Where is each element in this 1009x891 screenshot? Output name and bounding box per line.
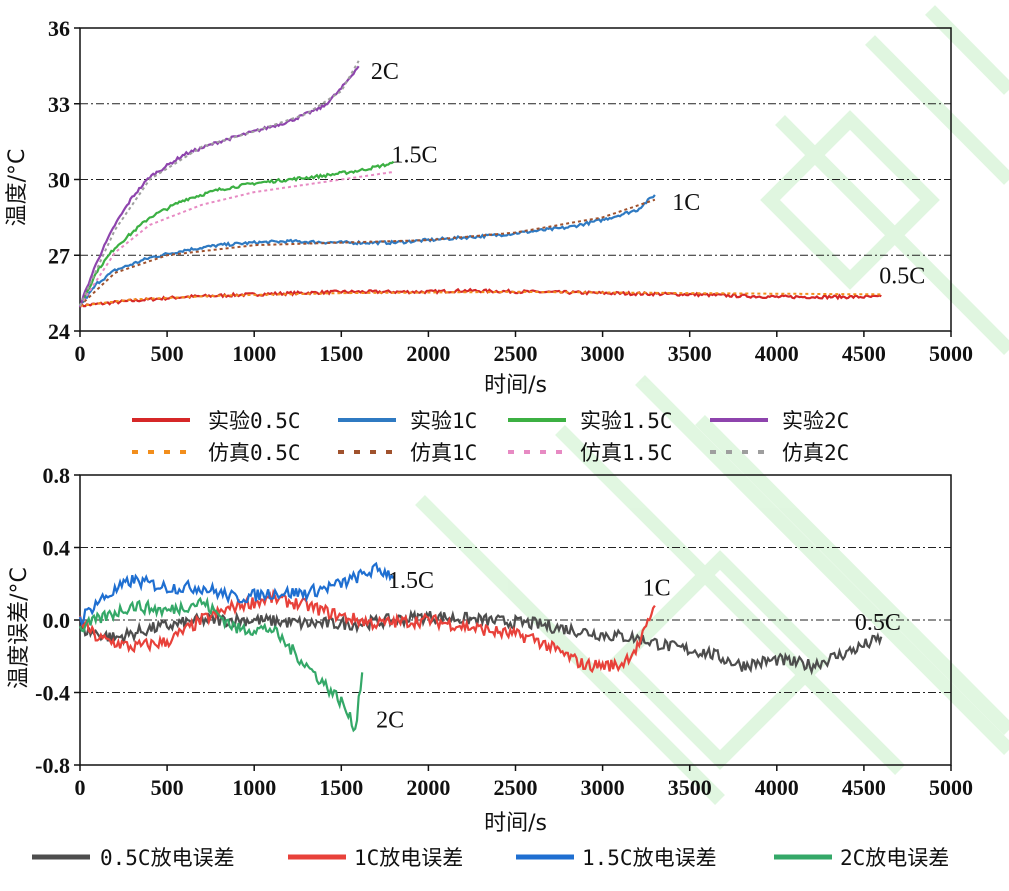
series-annotation: 0.5C (855, 610, 901, 636)
series-annotation: 1.5C (388, 568, 434, 594)
y-tick-label: 24 (48, 319, 70, 344)
series-line-2 (78, 561, 395, 627)
x-tick-label: 4000 (755, 341, 799, 366)
legend-label: 仿真1C (410, 441, 477, 465)
series-line-2 (79, 160, 395, 306)
y-tick-label: -0.8 (35, 753, 70, 778)
x-tick-label: 5000 (929, 341, 973, 366)
temperature-legend: 实验0.5C 实验1C 实验1.5C 实验2C 仿真0.5C 仿真1C 仿真1.5C 仿真2C (132, 409, 849, 465)
x-tick-label: 500 (151, 341, 184, 366)
x-tick-label: 500 (151, 775, 184, 800)
series-line-0 (79, 287, 882, 308)
x-tick-label: 2000 (406, 775, 450, 800)
y-tick-label: 0.4 (43, 536, 71, 561)
legend-label: 实验1.5C (580, 409, 673, 433)
y-tick-label: 33 (48, 92, 70, 117)
x-axis-label: 时间/s (484, 811, 547, 836)
x-tick-label: 2500 (494, 341, 538, 366)
x-tick-label: 3000 (581, 341, 625, 366)
error-legend: 0.5C放电误差 1C放电误差 1.5C放电误差 2C放电误差 (32, 846, 949, 870)
x-tick-label: 1500 (319, 775, 363, 800)
x-axis-label: 时间/s (484, 373, 547, 398)
x-tick-label: 4000 (755, 775, 799, 800)
y-axis-label: 温度误差/°C (7, 567, 32, 689)
x-tick-label: 2000 (406, 341, 450, 366)
legend-label: 仿真1.5C (580, 441, 673, 465)
x-tick-label: 4500 (842, 775, 886, 800)
series-annotation: 1.5C (391, 142, 437, 168)
legend-label: 2C放电误差 (840, 846, 949, 870)
y-tick-label: 30 (48, 168, 70, 193)
x-tick-label: 5000 (929, 775, 973, 800)
x-tick-label: 3500 (668, 341, 712, 366)
y-axis-label: 温度/°C (5, 149, 30, 227)
legend-label: 仿真0.5C (208, 441, 301, 465)
legend-label: 仿真2C (782, 441, 849, 465)
series-annotation: 2C (376, 708, 404, 734)
series-line-3 (78, 596, 364, 733)
legend-label: 实验1C (410, 409, 477, 433)
legend-label: 1C放电误差 (354, 846, 463, 870)
series-line-0 (79, 609, 883, 676)
series-line-4 (79, 290, 882, 307)
x-tick-label: 3500 (668, 775, 712, 800)
x-tick-label: 0 (75, 775, 86, 800)
error-panel: 0 500 1000 1500 2000 2500 3000 3500 4000 4500 5000… (7, 463, 973, 836)
legend-label: 实验0.5C (208, 409, 301, 433)
x-tick-label: 4500 (842, 341, 886, 366)
x-tick-label: 3000 (581, 775, 625, 800)
temperature-panel: 0 500 1000 1500 2000 2500 3000 3500 4000 4500 5000… (5, 16, 973, 398)
legend-label: 1.5C放电误差 (582, 846, 717, 870)
legend-label: 实验2C (782, 409, 849, 433)
series-annotation: 2C (371, 59, 399, 85)
series-annotation: 0.5C (879, 263, 925, 289)
y-tick-label: 0.0 (43, 608, 71, 633)
y-tick-label: -0.4 (35, 681, 70, 706)
x-tick-label: 1000 (232, 775, 276, 800)
series-line-1 (78, 588, 656, 674)
x-tick-label: 1500 (319, 341, 363, 366)
series-annotation: 1C (672, 190, 700, 216)
series-line-6 (79, 170, 394, 307)
x-tick-label: 0 (75, 341, 86, 366)
series-line-1 (79, 194, 656, 307)
x-tick-label: 1000 (232, 341, 276, 366)
y-tick-label: 0.8 (43, 463, 71, 488)
y-tick-label: 36 (48, 16, 70, 41)
y-tick-label: 27 (48, 243, 70, 268)
watermark-pattern (415, 5, 1009, 805)
series-annotation: 1C (643, 575, 671, 601)
series-line-7 (79, 60, 360, 307)
x-tick-label: 2500 (494, 775, 538, 800)
legend-label: 0.5C放电误差 (100, 846, 235, 870)
